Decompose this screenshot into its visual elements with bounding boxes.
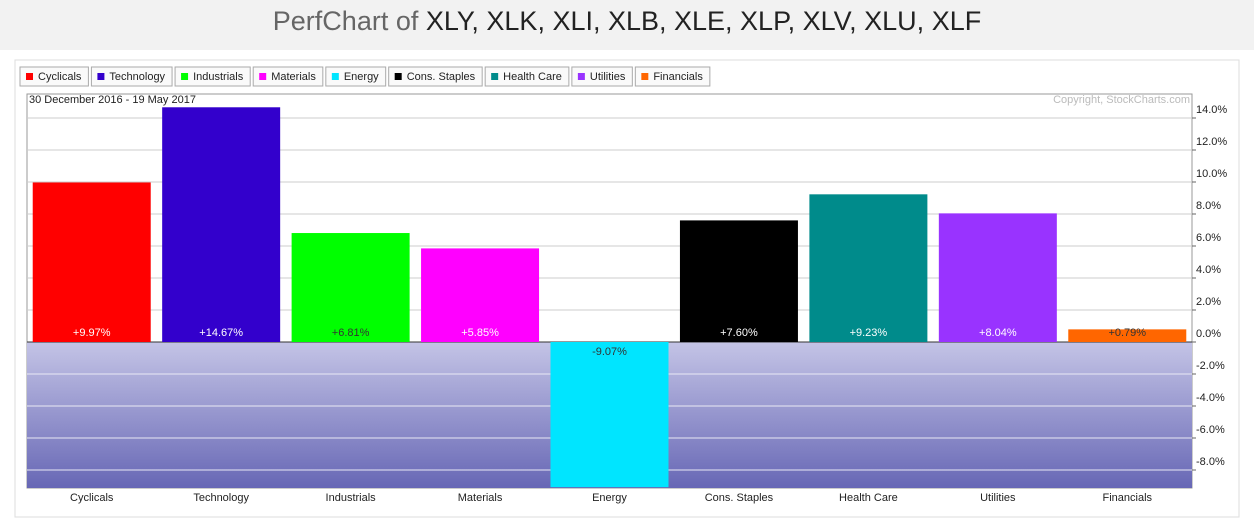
legend-item	[325, 66, 387, 87]
legend-item	[388, 66, 483, 87]
legend-swatch	[641, 73, 649, 80]
legend-item	[634, 66, 711, 87]
value-label: +7.60%	[720, 327, 758, 339]
value-label: +9.97%	[73, 327, 111, 339]
legend-swatch	[577, 73, 585, 80]
value-label: +9.23%	[850, 327, 888, 339]
bar	[291, 233, 410, 342]
date-range: 30 December 2016 - 19 May 2017	[29, 94, 196, 106]
legend-label: Energy	[344, 71, 379, 83]
y-tick-label: 0.0%	[1196, 328, 1221, 340]
value-label: +0.79%	[1108, 327, 1146, 339]
x-tick-label: Materials	[458, 492, 503, 504]
legend-label: Cyclicals	[38, 71, 82, 83]
y-tick-label: -8.0%	[1196, 456, 1225, 468]
legend-item	[19, 66, 89, 87]
bar	[809, 194, 928, 342]
chart-title: PerfChart of XLY, XLK, XLI, XLB, XLE, XL…	[273, 6, 981, 36]
x-tick-label: Industrials	[326, 492, 377, 504]
x-tick-label: Energy	[592, 492, 627, 504]
y-tick-label: 10.0%	[1196, 168, 1227, 180]
bar	[421, 248, 540, 342]
legend-label: Utilities	[590, 71, 626, 83]
value-label: +5.85%	[461, 327, 499, 339]
y-tick-label: -4.0%	[1196, 392, 1225, 404]
title-tickers: XLY, XLK, XLI, XLB, XLE, XLP, XLV, XLU, …	[426, 6, 981, 36]
value-label: +8.04%	[979, 327, 1017, 339]
x-tick-label: Technology	[193, 492, 249, 504]
legend-swatch	[394, 73, 402, 80]
y-tick-label: 4.0%	[1196, 264, 1221, 276]
legend-label: Technology	[109, 71, 165, 83]
bar	[1068, 329, 1187, 342]
legend-swatch	[26, 73, 33, 80]
legend-item	[174, 66, 251, 87]
y-tick-label: 14.0%	[1196, 104, 1227, 116]
copyright: Copyright, StockCharts.com	[1053, 94, 1190, 106]
y-tick-label: -2.0%	[1196, 360, 1225, 372]
legend-swatch	[491, 73, 499, 80]
legend-label: Materials	[271, 71, 316, 83]
x-tick-label: Utilities	[980, 492, 1016, 504]
y-tick-label: 6.0%	[1196, 232, 1221, 244]
legend-item	[484, 66, 570, 87]
bar	[32, 182, 151, 342]
legend-item	[252, 66, 324, 87]
value-label: +14.67%	[199, 327, 243, 339]
y-tick-label: 8.0%	[1196, 200, 1221, 212]
x-tick-label: Health Care	[839, 492, 898, 504]
legend-item	[571, 66, 633, 87]
legend-label: Health Care	[503, 71, 562, 83]
legend-swatch	[97, 73, 105, 80]
bar	[679, 220, 798, 342]
y-tick-label: 2.0%	[1196, 296, 1221, 308]
title-prefix: PerfChart of	[273, 6, 419, 36]
legend-label: Cons. Staples	[407, 71, 476, 83]
value-label: -9.07%	[592, 346, 627, 358]
title-band	[0, 0, 1254, 50]
y-tick-label: -6.0%	[1196, 424, 1225, 436]
x-tick-label: Cons. Staples	[705, 492, 774, 504]
x-tick-label: Financials	[1103, 492, 1153, 504]
y-tick-label: 12.0%	[1196, 136, 1227, 148]
x-tick-label: Cyclicals	[70, 492, 114, 504]
bar	[162, 107, 281, 342]
value-label: +6.81%	[332, 327, 370, 339]
legend-item	[90, 66, 173, 87]
bar	[550, 342, 669, 488]
legend-label: Industrials	[193, 71, 244, 83]
legend-swatch	[259, 73, 267, 80]
legend-swatch	[331, 73, 339, 80]
legend-label: Financials	[653, 71, 703, 83]
bar	[938, 213, 1057, 342]
legend-swatch	[181, 73, 189, 80]
